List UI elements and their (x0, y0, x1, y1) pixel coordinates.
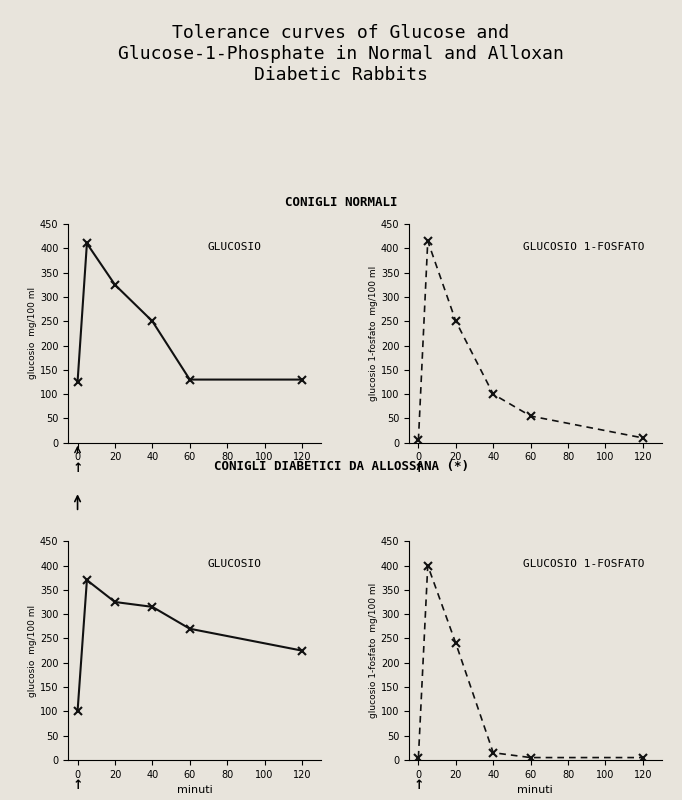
Text: ↑: ↑ (72, 779, 83, 793)
Text: Tolerance curves of Glucose and
Glucose-1-Phosphate in Normal and Alloxan
Diabet: Tolerance curves of Glucose and Glucose-… (118, 24, 564, 84)
Y-axis label: glucosio  mg/100 ml: glucosio mg/100 ml (28, 287, 37, 379)
Y-axis label: glucosio 1-fosfato  mg/100 ml: glucosio 1-fosfato mg/100 ml (369, 266, 378, 401)
Text: ↑: ↑ (413, 462, 424, 475)
Text: CONIGLI DIABETICI DA ALLOSSANA (*): CONIGLI DIABETICI DA ALLOSSANA (*) (213, 460, 469, 473)
Text: ↑: ↑ (413, 779, 424, 793)
Y-axis label: glucosio 1-fosfato  mg/100 ml: glucosio 1-fosfato mg/100 ml (369, 583, 378, 718)
Text: GLUCOSIO: GLUCOSIO (207, 559, 261, 570)
Text: GLUCOSIO 1-FOSFATO: GLUCOSIO 1-FOSFATO (522, 242, 644, 252)
Text: GLUCOSIO 1-FOSFATO: GLUCOSIO 1-FOSFATO (522, 559, 644, 570)
X-axis label: minuti: minuti (177, 786, 212, 795)
Text: ↑: ↑ (72, 462, 83, 475)
Text: GLUCOSIO: GLUCOSIO (207, 242, 261, 252)
Y-axis label: glucosio  mg/100 ml: glucosio mg/100 ml (28, 605, 37, 697)
X-axis label: minuti: minuti (518, 786, 553, 795)
Text: CONIGLI NORMALI: CONIGLI NORMALI (285, 196, 397, 209)
